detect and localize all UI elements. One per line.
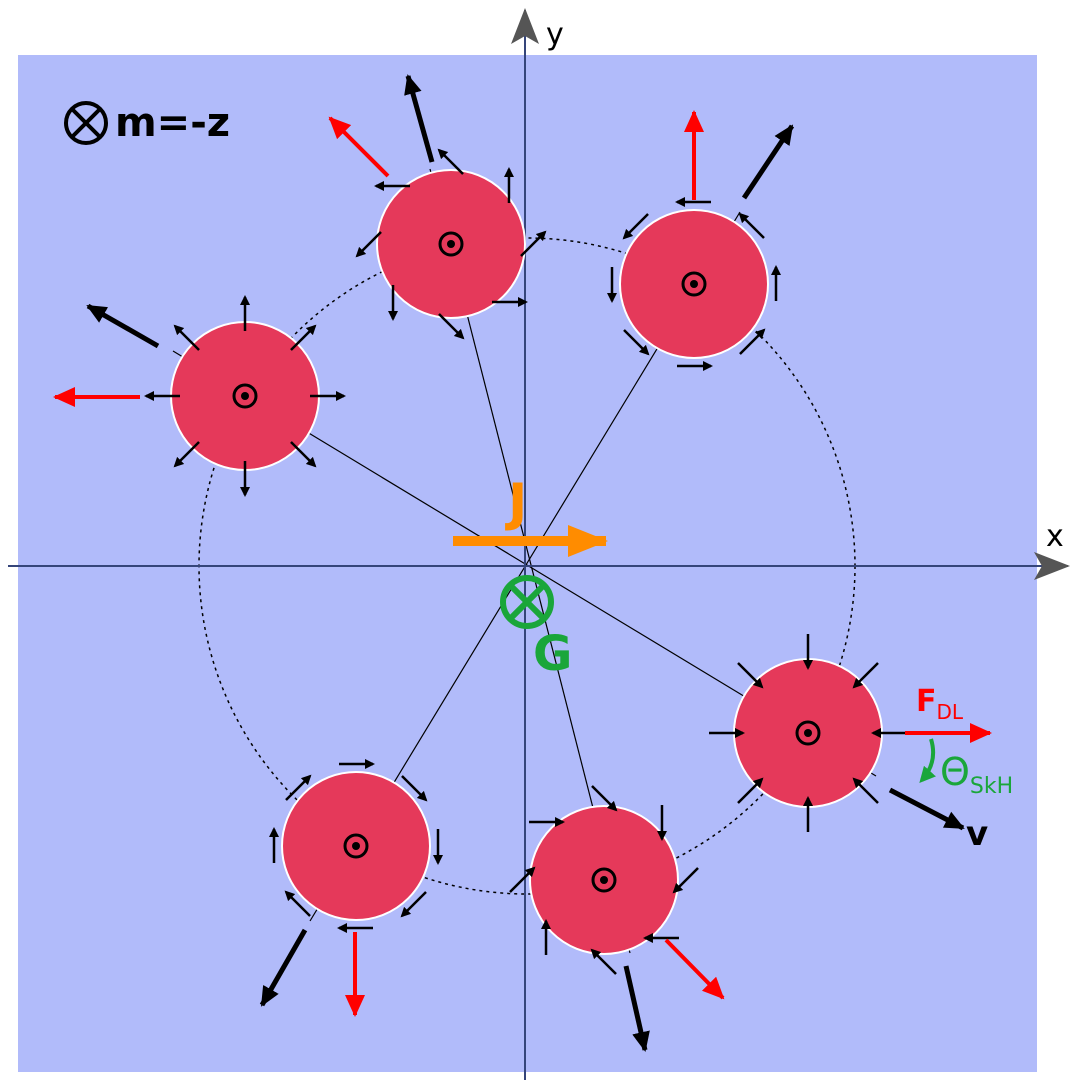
core-dot — [600, 876, 608, 884]
force-arrows — [53, 110, 992, 1017]
force-label-sub: DL — [937, 700, 964, 724]
core-dot — [352, 842, 360, 850]
spin-arrow — [401, 775, 428, 802]
skyrmion-lower-left — [269, 759, 443, 933]
skh-angle-arc — [919, 738, 936, 783]
skh-angle-sub: SkH — [970, 774, 1013, 799]
skyrmion-bottom — [509, 785, 699, 975]
force-arrow-top — [328, 116, 390, 178]
spin-arrow — [355, 231, 382, 258]
spin-arrow — [738, 212, 765, 239]
y-axis-label: y — [546, 17, 564, 52]
skyrmion-upper-right — [607, 197, 781, 371]
x-axis-label: x — [1046, 519, 1064, 554]
velocity-arrow-right — [888, 787, 965, 831]
core-ring — [343, 833, 369, 859]
spin-arrow — [290, 441, 317, 468]
core-ring — [591, 867, 617, 893]
velocity-arrow-lower-left — [259, 928, 308, 1007]
spin-arrow — [737, 662, 764, 689]
skyrmion-top — [355, 148, 547, 340]
spin-arrow — [672, 867, 699, 894]
spin-arrow — [852, 777, 879, 804]
core-dot — [690, 280, 698, 288]
spin-arrow — [509, 866, 536, 893]
spin-arrow — [520, 230, 547, 257]
spin-arrow — [852, 662, 879, 689]
core-ring — [681, 271, 707, 297]
core-ring — [795, 720, 821, 746]
legend-symbol — [64, 101, 108, 145]
skyrmion-right — [709, 634, 907, 832]
spin-arrow — [285, 774, 312, 801]
spin-arrow — [591, 785, 618, 812]
force-label: FDL — [916, 684, 964, 724]
gyro-symbol — [500, 575, 554, 629]
velocity-arrow-bottom — [623, 965, 650, 1052]
skh-angle-main: Θ — [940, 750, 970, 794]
velocity-arrow-top — [404, 74, 435, 163]
velocity-arrow-upper-right — [741, 124, 795, 200]
core-ring — [438, 231, 464, 257]
velocity-arrows — [86, 74, 965, 1052]
spin-arrow — [284, 890, 311, 917]
skyrmion-layer — [144, 148, 907, 975]
core-dot — [804, 729, 812, 737]
force-arrow-bottom — [664, 938, 725, 1000]
spin-arrow — [290, 324, 317, 351]
velocity-label: v — [966, 814, 988, 854]
core-dot — [241, 392, 249, 400]
force-label-main: F — [916, 684, 937, 719]
spin-arrow — [400, 891, 427, 918]
spin-arrow — [737, 777, 764, 804]
gyro-label: G — [533, 626, 572, 682]
spin-arrow — [590, 948, 617, 975]
velocity-arrow-upper-left — [86, 303, 160, 349]
spin-arrow — [622, 213, 649, 240]
core-dot — [447, 240, 455, 248]
spin-arrow — [623, 329, 650, 356]
spin-arrow — [173, 324, 200, 351]
skyrmion-upper-left — [144, 295, 346, 497]
legend-text: m=-z — [115, 100, 230, 146]
current-label: J — [505, 473, 527, 533]
core-ring — [232, 383, 258, 409]
spin-arrow — [437, 148, 464, 175]
spin-arrow — [173, 441, 200, 468]
spin-arrow — [739, 328, 766, 355]
spin-arrow — [438, 313, 465, 340]
skh-angle-label: ΘSkH — [940, 750, 1013, 799]
